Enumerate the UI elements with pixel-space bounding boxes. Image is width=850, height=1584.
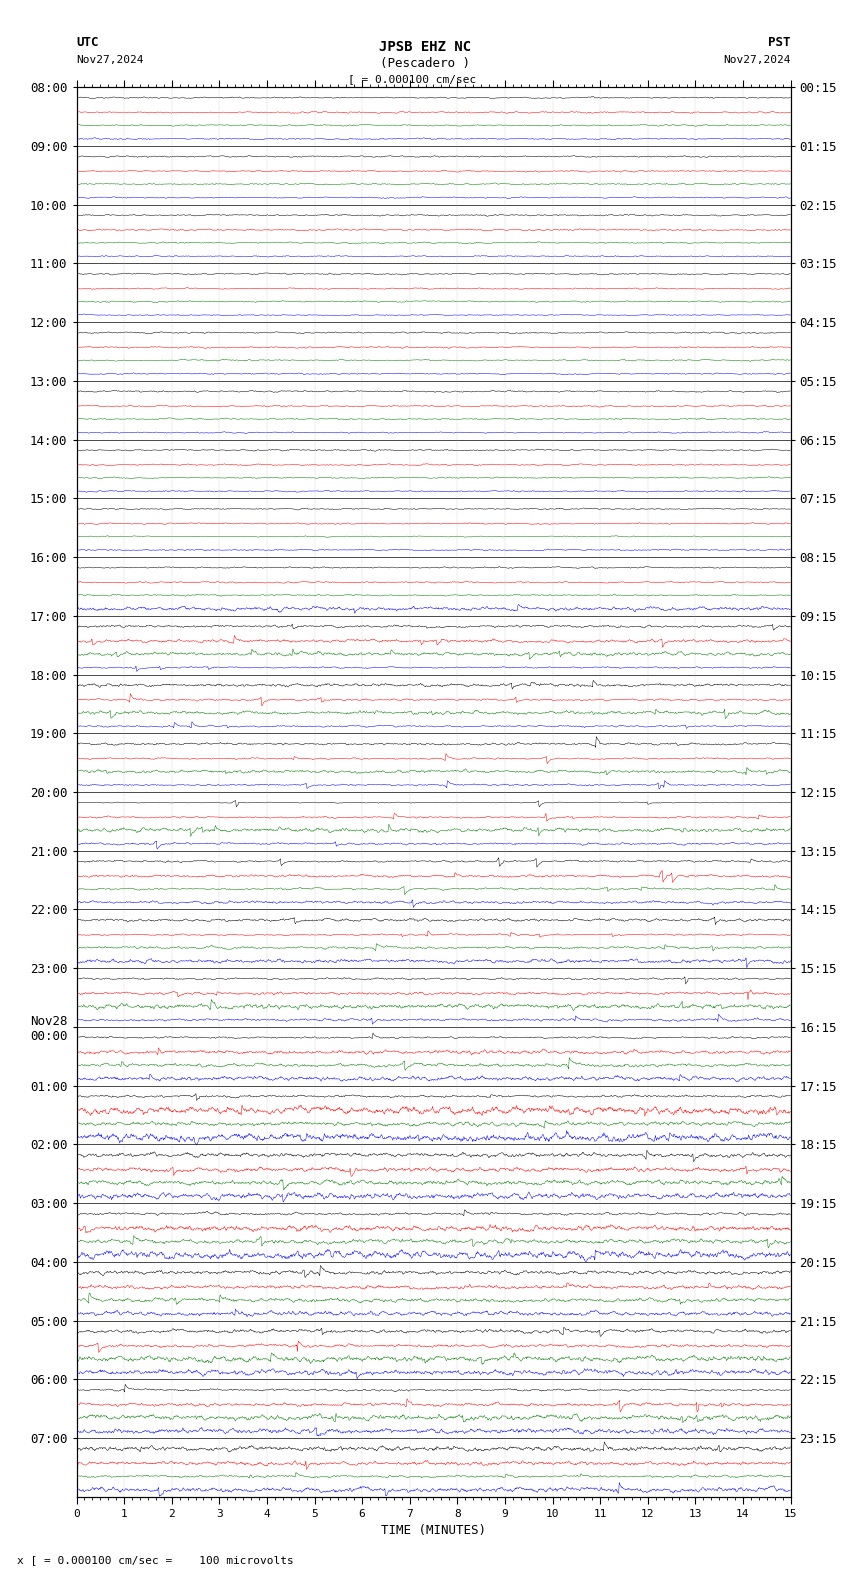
Text: JPSB EHZ NC: JPSB EHZ NC <box>379 40 471 54</box>
Text: (Pescadero ): (Pescadero ) <box>380 57 470 70</box>
Text: x [ = 0.000100 cm/sec =    100 microvolts: x [ = 0.000100 cm/sec = 100 microvolts <box>17 1555 294 1565</box>
Text: Nov27,2024: Nov27,2024 <box>76 55 144 65</box>
Text: PST: PST <box>768 36 790 49</box>
Text: [ = 0.000100 cm/sec: [ = 0.000100 cm/sec <box>348 74 477 84</box>
Text: UTC: UTC <box>76 36 99 49</box>
Text: Nov27,2024: Nov27,2024 <box>723 55 791 65</box>
X-axis label: TIME (MINUTES): TIME (MINUTES) <box>381 1524 486 1536</box>
